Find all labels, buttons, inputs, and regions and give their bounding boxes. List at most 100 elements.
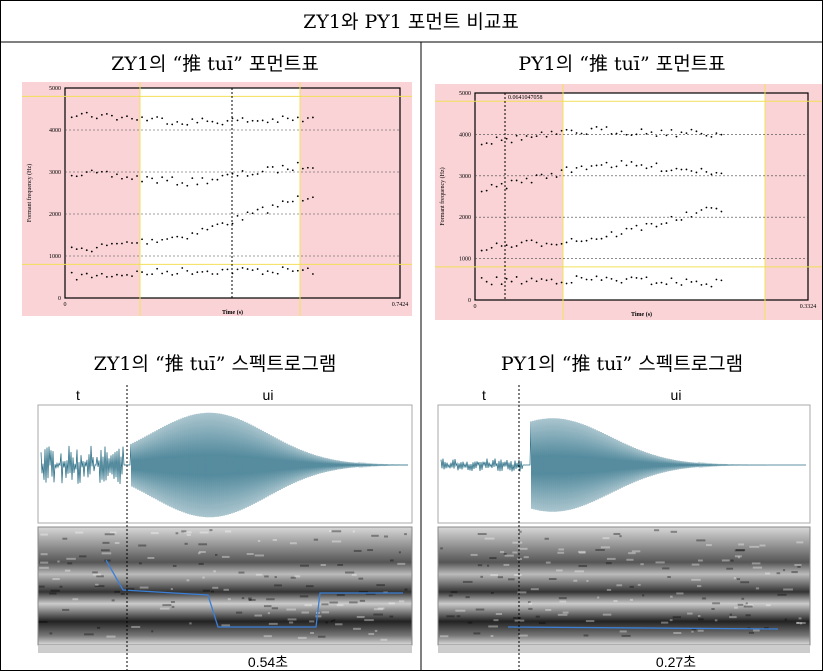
y-tick-label: 2000 (459, 215, 471, 221)
spectrogram-texture (397, 563, 405, 565)
formant-point (501, 245, 503, 247)
formant-point (232, 272, 234, 274)
formant-point (161, 176, 163, 178)
spectrogram-texture (626, 559, 633, 561)
spectrogram-texture (290, 542, 297, 544)
formant-point (96, 247, 98, 249)
formant-point (106, 171, 108, 173)
spectrogram-texture (404, 589, 407, 591)
spectrogram-texture (440, 635, 448, 637)
formant-point (111, 115, 113, 117)
spectrogram-texture (586, 620, 594, 622)
formant-point (656, 226, 658, 228)
formant-point (151, 239, 153, 241)
spectrogram-texture (692, 564, 700, 566)
formant-point (566, 129, 568, 131)
spectrogram-texture (333, 619, 335, 621)
formant-point (91, 116, 93, 118)
spectrogram-texture (40, 562, 48, 564)
spectrogram-texture (373, 614, 383, 616)
spectrogram-texture (357, 616, 365, 618)
formant-point (176, 273, 178, 275)
spectrogram-texture (390, 616, 394, 618)
spectrogram-texture (66, 558, 76, 560)
spectrogram-texture (630, 599, 633, 601)
spectrogram-texture (256, 574, 262, 576)
formant-point (101, 273, 103, 275)
chart-heading: PY1의 “推 tuī” 포먼트표 (518, 53, 725, 75)
spectrogram-texture (575, 570, 584, 572)
formant-point (551, 243, 553, 245)
formant-point (561, 243, 563, 245)
formant-point (242, 117, 244, 119)
spectrogram-texture (264, 605, 271, 607)
spectrogram-texture (300, 565, 309, 567)
formant-point (581, 240, 583, 242)
spectrogram-texture (62, 538, 67, 540)
formant-point (591, 279, 593, 281)
formant-point (126, 274, 128, 276)
formant-point (272, 166, 274, 168)
spectrogram-texture (496, 613, 502, 615)
formant-point (131, 118, 133, 120)
spectrogram-texture (248, 599, 251, 601)
spectrogram-texture (696, 539, 705, 541)
spectrogram-texture (203, 590, 210, 592)
segment-label: t (76, 387, 80, 403)
spectrogram-texture (189, 622, 191, 624)
y-tick-label: 0 (58, 296, 61, 302)
spectrogram-texture (491, 592, 494, 594)
formant-point (292, 169, 294, 171)
spectrogram-texture (687, 613, 693, 615)
spectrogram-texture (488, 625, 498, 627)
formant-point (536, 242, 538, 244)
spectrogram-texture (500, 551, 504, 553)
formant-point (581, 133, 583, 135)
spectrogram-texture (505, 555, 514, 557)
formant-point (212, 273, 214, 275)
spectrogram-texture (181, 530, 186, 532)
spectrogram-texture (737, 578, 740, 580)
formant-point (656, 282, 658, 284)
formant-point (206, 229, 208, 231)
formant-point (166, 238, 168, 240)
y-tick-label: 1000 (49, 254, 61, 260)
spectrogram-texture (358, 578, 363, 580)
formant-point (616, 133, 618, 135)
spectrogram-texture (404, 533, 407, 535)
formant-point (302, 200, 304, 202)
spectrogram-texture (487, 565, 489, 567)
formant-point (111, 243, 113, 245)
spectrogram-texture (485, 538, 495, 540)
spectrogram-texture (524, 556, 529, 558)
formant-point (191, 232, 193, 234)
formant-point (701, 168, 703, 170)
spectrogram-texture (115, 542, 120, 544)
spectrogram-texture (367, 549, 373, 551)
spectrogram-texture (722, 559, 730, 561)
formant-point (126, 176, 128, 178)
formant-point (252, 269, 254, 271)
formant-point (601, 279, 603, 281)
formant-point (496, 276, 498, 278)
spectrogram-texture (558, 614, 568, 616)
formant-point (201, 271, 203, 273)
spectrogram-texture (738, 556, 740, 558)
y-axis-label: Formant frequency (Hz) (26, 164, 33, 222)
spectrogram-texture (198, 552, 201, 554)
formant-point (606, 236, 608, 238)
formant-point (71, 272, 73, 274)
formant-point (506, 244, 508, 246)
formant-point (237, 119, 239, 121)
spectrogram-texture (187, 579, 190, 581)
spectrogram-texture (329, 530, 332, 532)
formant-point (651, 166, 653, 168)
spectrogram-texture (399, 600, 404, 602)
formant-point (506, 188, 508, 190)
spectrogram-texture (322, 611, 330, 613)
spectrogram-texture (670, 619, 673, 621)
spectrogram-texture (673, 616, 681, 618)
formant-point (267, 270, 269, 272)
formant-point (201, 118, 203, 120)
formant-point (262, 206, 264, 208)
